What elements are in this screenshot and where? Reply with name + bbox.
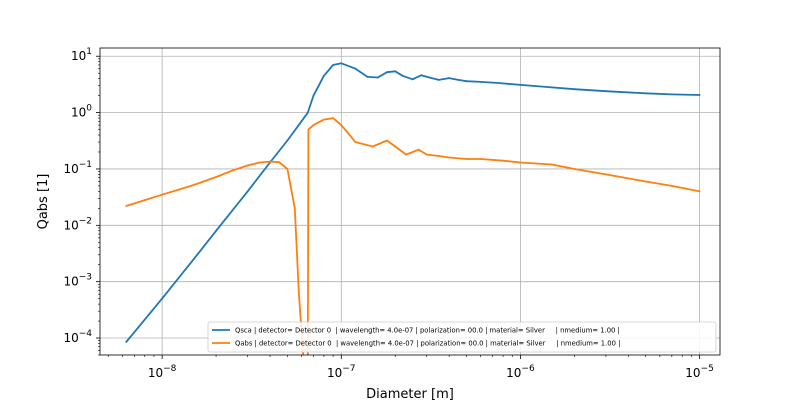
data-point [307,128,310,131]
data-point [670,93,673,96]
data-point [386,71,388,74]
data-point [307,367,309,369]
legend-box [207,321,717,353]
data-point [332,64,334,66]
data-point [401,74,404,77]
data-point [605,90,607,93]
data-point [354,141,357,144]
data-point [425,153,428,156]
data-point [258,161,261,164]
data-point [698,94,701,96]
data-point [278,161,281,164]
data-point [479,158,482,160]
x-tick-label: 10−7 [327,364,356,380]
grid [100,48,720,355]
data-point [192,184,195,186]
data-point [246,190,249,193]
legend-label: Qabs | detector= Detector 0 | wavelength… [235,340,620,348]
data-point [298,293,300,296]
data-point [286,139,289,142]
data-point [605,173,607,176]
series-0 [125,62,701,343]
data-point [551,86,553,89]
data-point [354,67,357,70]
data-point [437,79,440,81]
plot-frame [99,47,721,356]
data-point [332,117,334,119]
data-point [386,139,388,142]
data-point [300,120,303,123]
data-point [573,88,576,91]
x-tick-label: 10−5 [685,364,714,380]
data-point [502,82,504,85]
data-point [366,76,369,78]
legend-label: Qsca | detector= Detector 0 | wavelength… [235,327,620,335]
data-point [411,78,414,81]
data-point [340,124,343,126]
y-tick-label: 10−1 [63,160,92,176]
data-point [340,62,343,65]
y-tick-label: 10−4 [63,329,92,345]
data-point [215,176,218,178]
data-point [417,148,420,151]
y-axis-label: Qabs [1] [36,174,51,230]
data-point [502,159,504,162]
x-axis-label: Diameter [m] [366,387,454,400]
x-tick-label: 10−8 [148,364,177,380]
data-point [573,168,576,170]
data-point [192,258,195,261]
data-point [125,341,128,343]
data-point [286,168,289,170]
data-point [293,207,296,210]
data-point [394,70,397,73]
data-point [215,229,218,232]
data-point [161,193,164,196]
data-point [269,160,271,163]
data-point [551,163,553,166]
data-point [644,92,647,95]
data-point [465,80,468,83]
series-line [125,62,700,343]
y-tick-label: 10−3 [63,273,92,289]
data-point [428,76,431,79]
series-layer [125,62,701,369]
series-1 [125,117,701,369]
data-point [420,74,423,77]
data-point [323,118,325,121]
data-point [437,155,440,157]
data-point [448,156,450,159]
data-point [371,145,374,148]
legend: Qsca | detector= Detector 0 | wavelength… [207,321,717,353]
x-tick-label: 10−6 [506,364,535,380]
data-point [312,124,315,126]
data-point [303,367,305,369]
y-tick-label: 10−2 [63,216,92,232]
data-point [306,111,309,114]
data-point [312,94,315,97]
data-point [491,81,494,84]
data-point [479,81,482,83]
data-point [376,76,379,79]
x-axis: 10−8 10−7 10−6 10−5 [107,355,714,380]
data-point [519,161,522,164]
data-point [405,153,407,156]
data-point [519,84,522,86]
data-point [465,158,468,160]
data-point [323,74,325,77]
data-point [698,190,701,193]
y-tick-label: 101 [71,47,92,63]
data-point [246,164,249,167]
data-point [448,77,450,79]
data-point [670,185,673,187]
data-point [125,205,128,207]
data-point [161,297,164,300]
data-point [457,79,460,81]
data-point [232,169,235,172]
data-point [394,145,397,148]
data-point [143,199,146,202]
data-point [644,180,647,183]
y-tick-label: 100 [71,104,92,120]
y-axis: 10−4 10−3 10−2 10−1 100 101 [63,47,100,356]
